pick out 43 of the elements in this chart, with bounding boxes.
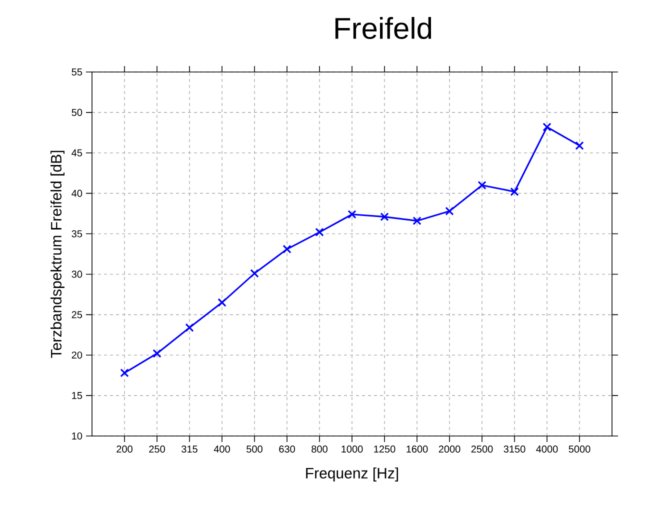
y-tick-label: 30 — [72, 270, 82, 278]
point — [185, 323, 194, 332]
point — [575, 141, 584, 150]
point — [542, 122, 552, 132]
point — [282, 244, 292, 254]
point — [348, 210, 356, 219]
point — [120, 368, 129, 378]
chart-title: Freifeld — [335, 16, 432, 40]
y-tick-label: 40 — [72, 190, 82, 197]
x-tick-label: 250 — [149, 446, 165, 453]
y-tick-label: 35 — [72, 230, 82, 238]
x-tick-label: 200 — [116, 446, 132, 453]
x-tick-label: 1600 — [406, 446, 428, 453]
point — [218, 298, 226, 307]
x-axis-title: Frequenz [Hz] — [306, 467, 398, 482]
x-tick-label: 5000 — [568, 446, 590, 453]
y-tick-label: 25 — [72, 311, 82, 318]
x-tick-label: 2000 — [438, 446, 460, 453]
x-tick-label: 400 — [214, 446, 230, 453]
x-tick-label: 4000 — [536, 446, 558, 453]
y-tick-label: 10 — [72, 432, 82, 440]
y-axis-title: Terzbandspektrum Freifeld [dB] — [50, 150, 64, 358]
point — [380, 212, 389, 222]
y-tick-label: 45 — [72, 149, 82, 156]
x-tick-label: 2500 — [471, 446, 493, 453]
x-tick-label: 630 — [279, 446, 295, 453]
point — [250, 269, 259, 278]
y-tick-label: 55 — [72, 68, 82, 76]
x-tick-label: 800 — [312, 446, 328, 453]
y-tick-label: 20 — [72, 352, 82, 359]
point — [510, 187, 519, 196]
point — [478, 180, 486, 190]
y-tick-label: 50 — [72, 108, 82, 116]
point — [152, 349, 162, 358]
point — [315, 228, 324, 236]
x-tick-label: 315 — [182, 446, 198, 453]
point — [412, 216, 422, 226]
x-tick-label: 1250 — [374, 446, 396, 453]
y-tick-label: 15 — [72, 392, 82, 400]
x-tick-label: 1000 — [342, 446, 363, 453]
x-tick-label: 500 — [246, 446, 262, 453]
x-tick-label: 3150 — [504, 446, 526, 453]
point — [445, 206, 454, 216]
